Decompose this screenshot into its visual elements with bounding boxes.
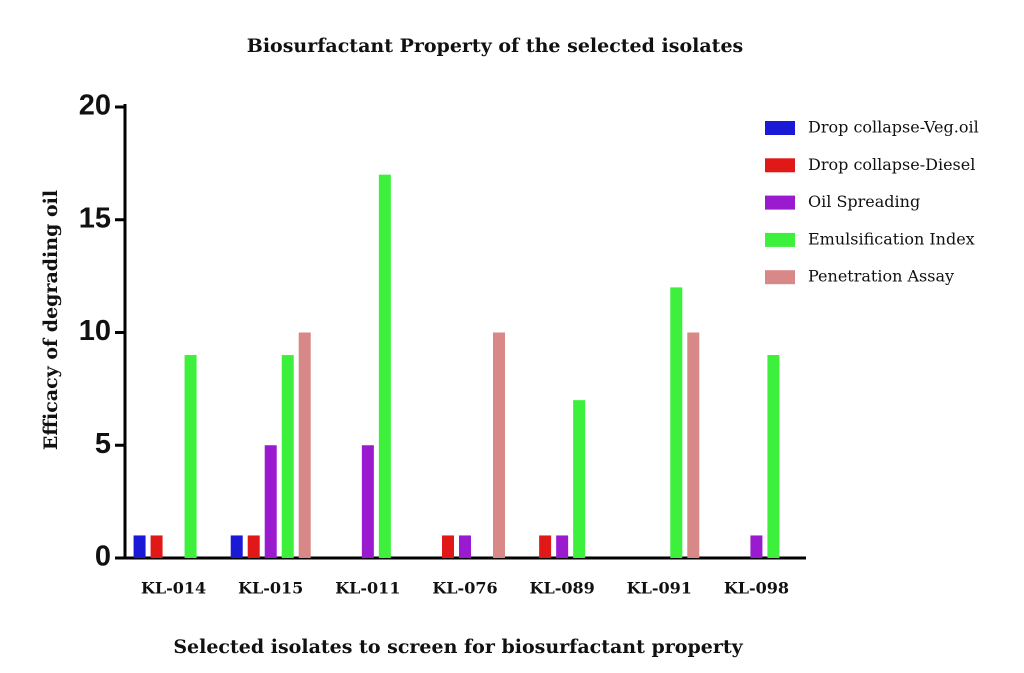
- bar: [573, 400, 586, 558]
- y-tick-label: 15: [79, 202, 111, 234]
- x-tick-label: KL-098: [724, 579, 789, 598]
- x-tick-label: KL-015: [238, 579, 303, 598]
- legend-label: Drop collapse-Veg.oil: [808, 118, 979, 137]
- bar: [298, 332, 311, 558]
- y-tick-label: 20: [79, 90, 111, 122]
- legend-swatch: [765, 270, 795, 285]
- bar: [493, 332, 505, 558]
- legend-label: Emulsification Index: [808, 229, 975, 248]
- x-tick-label: KL-091: [627, 579, 692, 598]
- y-axis-title: Efficacy of degrading oil: [40, 190, 62, 450]
- bar: [264, 445, 277, 558]
- x-tick-label: KL-076: [432, 579, 497, 598]
- x-axis-title: Selected isolates to screen for biosurfa…: [173, 636, 743, 658]
- bar: [133, 535, 146, 558]
- bar: [247, 535, 260, 558]
- bar: [361, 445, 374, 558]
- bar: [539, 535, 552, 558]
- y-tick-label: 5: [95, 428, 111, 460]
- legend-swatch: [765, 232, 795, 247]
- y-tick-label: 10: [79, 315, 111, 347]
- bar: [184, 355, 197, 558]
- bar: [670, 287, 683, 558]
- x-tick-label: KL-011: [335, 579, 400, 598]
- legend-swatch: [765, 195, 795, 210]
- legend-label: Drop collapse-Diesel: [808, 155, 975, 174]
- y-tick-label: 0: [95, 541, 111, 573]
- bar: [442, 535, 454, 558]
- bar: [687, 332, 700, 558]
- bar: [230, 535, 243, 558]
- bar: [150, 535, 163, 558]
- legend-swatch: [765, 158, 795, 173]
- bar: [750, 535, 763, 558]
- chart-title: Biosurfactant Property of the selected i…: [247, 35, 743, 57]
- bar: [459, 535, 471, 558]
- legend-label: Penetration Assay: [808, 267, 954, 286]
- bar: [556, 535, 569, 558]
- legend-label: Oil Spreading: [808, 192, 920, 211]
- bar: [378, 174, 391, 558]
- legend-swatch: [765, 121, 795, 135]
- x-tick-label: KL-089: [530, 579, 595, 598]
- bar: [281, 355, 294, 558]
- x-tick-label: KL-014: [141, 579, 206, 598]
- bar: [767, 355, 780, 558]
